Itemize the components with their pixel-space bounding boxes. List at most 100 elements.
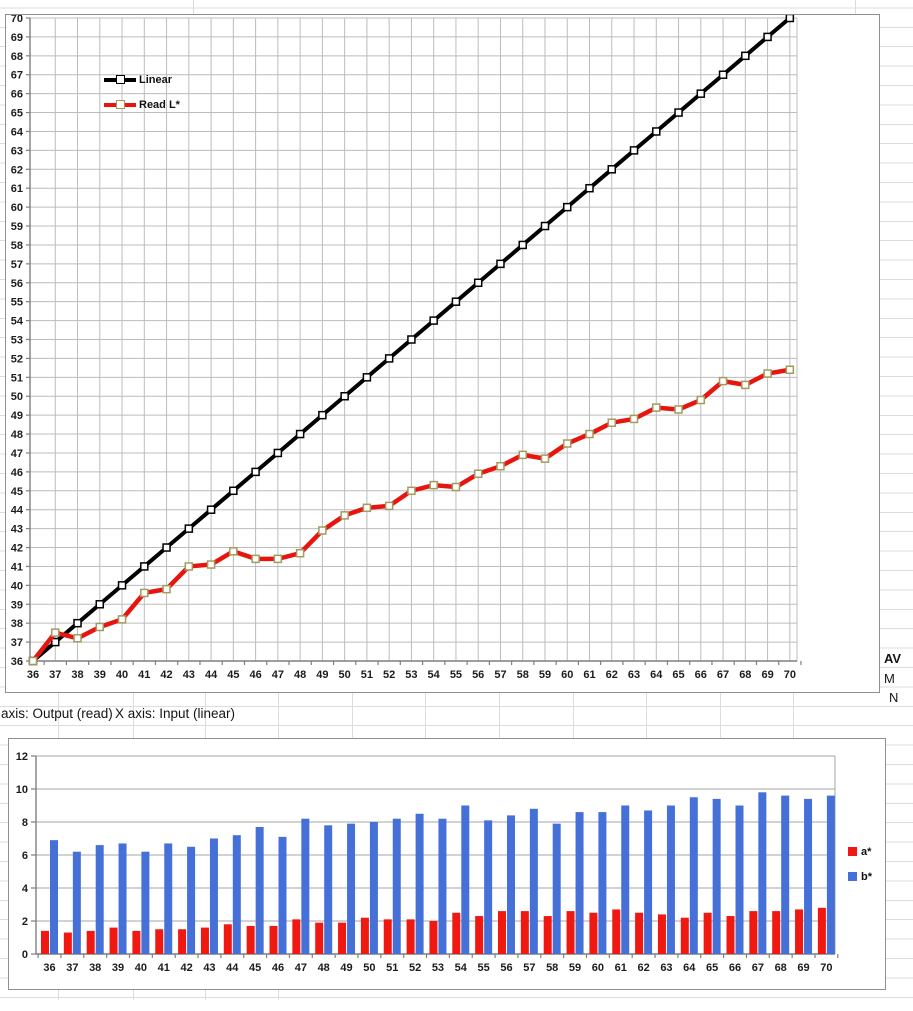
bar-b-59 — [575, 812, 584, 954]
series-read-l-marker — [184, 562, 194, 571]
series-read-l-marker — [763, 369, 772, 378]
legend-item-b[interactable]: b* — [848, 864, 872, 889]
svg-text:65: 65 — [11, 108, 23, 120]
svg-text:61: 61 — [583, 669, 595, 681]
svg-text:54: 54 — [455, 962, 468, 974]
svg-text:59: 59 — [569, 962, 581, 974]
series-linear-marker — [73, 618, 82, 628]
series-linear-marker — [451, 297, 461, 306]
bar-b-41 — [164, 843, 173, 954]
svg-text:51: 51 — [386, 962, 398, 974]
series-read-l-marker — [51, 628, 60, 637]
side-cell-label-n[interactable]: N — [889, 690, 899, 705]
svg-text:52: 52 — [11, 353, 23, 365]
bar-b-54 — [461, 805, 470, 954]
series-read-l-marker — [28, 656, 38, 666]
bar-b-44 — [232, 835, 241, 954]
series-linear-marker — [629, 146, 639, 155]
bar-b-60 — [598, 812, 607, 954]
side-cell-label-av[interactable]: AV — [884, 651, 902, 666]
series-linear-marker — [362, 373, 372, 382]
bar-b-40 — [141, 851, 150, 954]
series-read-l-marker — [674, 405, 683, 414]
series-read-l-marker — [451, 482, 461, 492]
series-read-l-marker — [162, 584, 171, 594]
svg-text:51: 51 — [361, 669, 373, 681]
legend-item-linear[interactable]: Linear — [104, 67, 180, 92]
bar-a-40 — [132, 930, 141, 954]
series-linear-marker — [763, 32, 772, 42]
cell-x-axis-note[interactable]: X axis: Input (linear) — [115, 706, 236, 721]
series-linear-marker — [251, 467, 260, 477]
bar-a-36 — [41, 930, 49, 954]
svg-text:47: 47 — [295, 962, 307, 974]
svg-text:68: 68 — [11, 51, 23, 63]
bar-b-68 — [781, 795, 790, 954]
svg-text:61: 61 — [615, 962, 627, 974]
series-linear-marker — [206, 505, 216, 514]
line-chart-output-vs-input[interactable]: 36 37 38 39 40 41 42 43 44 45 46 47 48 49 50 51 52 53 54 55… — [5, 14, 880, 693]
svg-text:40: 40 — [116, 669, 128, 681]
svg-text:38: 38 — [89, 962, 101, 974]
svg-text:66: 66 — [11, 89, 23, 101]
svg-text:61: 61 — [11, 183, 23, 195]
svg-text:45: 45 — [227, 669, 239, 681]
svg-text:40: 40 — [135, 962, 147, 974]
svg-text:65: 65 — [672, 669, 684, 681]
bar-b-43 — [209, 838, 218, 954]
svg-text:46: 46 — [11, 467, 23, 479]
bar-a-61 — [612, 909, 621, 954]
svg-text:51: 51 — [11, 372, 23, 384]
bar-a-51 — [383, 919, 392, 954]
series-read-l-marker — [340, 511, 349, 520]
spreadsheet-column-line — [499, 691, 500, 738]
x-axis-tick-labels: 36 37 38 39 40 41 42 43 44 45 46 47 48 49 50 51 52 53 54 55… — [43, 962, 832, 974]
svg-text:50: 50 — [339, 669, 351, 681]
legend-item-a[interactable]: a* — [848, 839, 872, 864]
svg-text:57: 57 — [494, 669, 506, 681]
series-read-l-marker — [696, 395, 706, 405]
spreadsheet-column-line — [720, 691, 721, 738]
bar-b-37 — [72, 851, 81, 954]
legend-label: Linear — [139, 73, 173, 86]
spreadsheet-column-line — [793, 691, 794, 738]
svg-text:64: 64 — [11, 126, 24, 138]
legend-item-read-l-[interactable]: Read L* — [104, 92, 180, 117]
line-chart-legend[interactable]: Linear Read L* — [104, 67, 180, 117]
spreadsheet-column-line — [573, 691, 574, 738]
svg-text:38: 38 — [11, 618, 23, 630]
bar-a-66 — [726, 916, 735, 954]
bar-b-70 — [826, 795, 835, 954]
svg-text:41: 41 — [138, 669, 150, 681]
bar-a-37 — [63, 932, 72, 954]
series-linear-marker — [741, 51, 750, 61]
series-linear-marker — [95, 600, 105, 609]
svg-text:56: 56 — [11, 278, 23, 290]
bar-b-69 — [804, 798, 813, 954]
svg-text:58: 58 — [546, 962, 558, 974]
bar-a-53 — [429, 921, 438, 954]
bar-a-57 — [520, 911, 529, 954]
svg-text:44: 44 — [226, 962, 239, 974]
svg-text:41: 41 — [158, 962, 170, 974]
series-read-l-marker — [518, 450, 527, 460]
svg-text:69: 69 — [797, 962, 809, 974]
bar-a-64 — [680, 917, 689, 954]
bar-chart-legend[interactable]: a* b* — [848, 839, 872, 889]
bar-a-62 — [635, 912, 644, 954]
svg-text:50: 50 — [363, 962, 375, 974]
bar-a-42 — [178, 929, 187, 954]
svg-text:42: 42 — [11, 543, 23, 555]
bar-a-52 — [406, 919, 415, 954]
svg-text:67: 67 — [752, 962, 764, 974]
side-cell-label-m[interactable]: M — [884, 671, 895, 686]
svg-text:40: 40 — [11, 580, 23, 592]
bar-chart-a-b-values[interactable]: 0 2 4 6 8 10 12 36 37 38 39 40 41 42 43 44 45 46 47 48 49 50 5… — [8, 738, 886, 990]
svg-text:52: 52 — [383, 669, 395, 681]
cell-y-axis-note[interactable]: axis: Output (read) — [1, 706, 113, 721]
spreadsheet-column-line — [352, 691, 353, 738]
series-linear-marker — [785, 15, 795, 23]
bar-a-48 — [315, 922, 324, 954]
bar-a-55 — [475, 916, 484, 954]
y-axis-tick-labels: 0 2 4 6 8 10 12 — [16, 751, 29, 961]
